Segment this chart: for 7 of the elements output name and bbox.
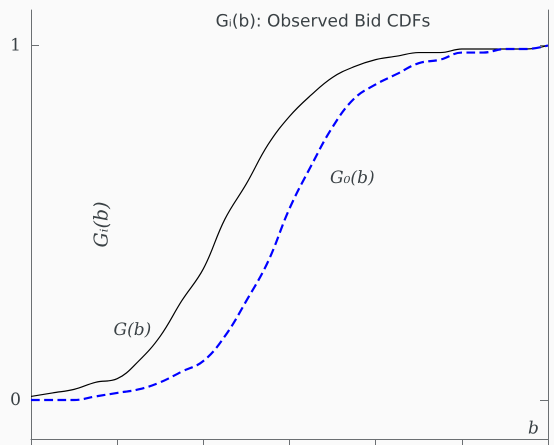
- y-axis-title: Gᵢ(b): [90, 202, 112, 248]
- y-tick-label: 1: [10, 35, 21, 56]
- chart-title: Gᵢ(b): Observed Bid CDFs: [216, 12, 431, 32]
- series-label: G₀(b): [330, 168, 375, 188]
- series-label: G(b): [114, 320, 152, 340]
- x-axis-title: b: [528, 418, 539, 438]
- y-tick-label: 0: [10, 390, 21, 410]
